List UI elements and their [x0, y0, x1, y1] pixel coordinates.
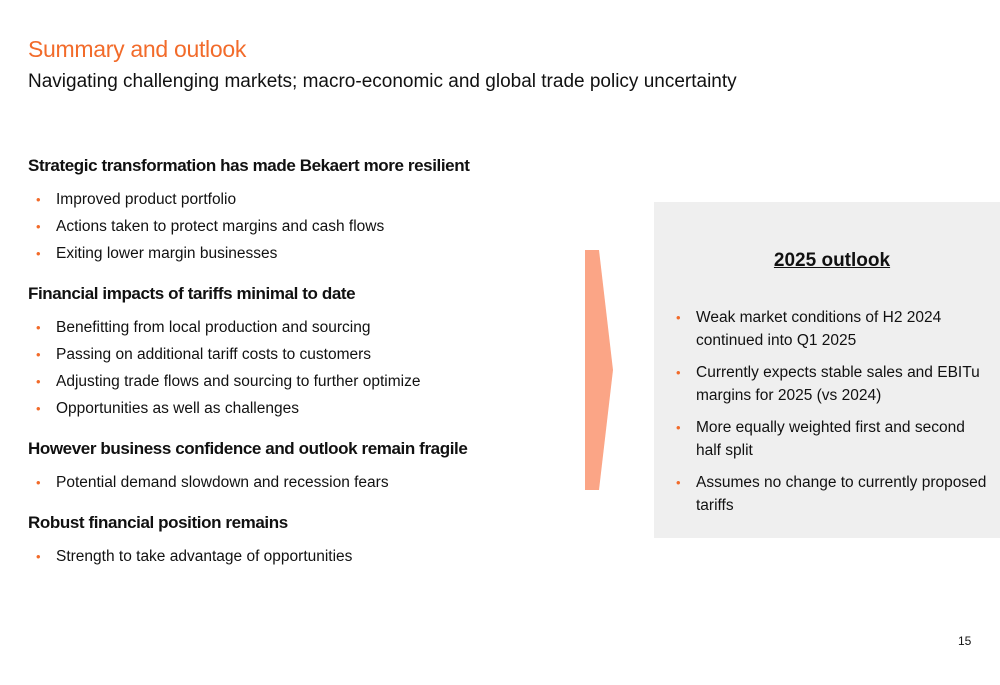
bullet-text: Opportunities as well as challenges: [56, 400, 299, 417]
bullet-text: Adjusting trade flows and sourcing to fu…: [56, 373, 421, 390]
section-heading: Strategic transformation has made Bekaer…: [28, 156, 470, 175]
outlook-bullet-text: Assumes no change to currently proposed …: [696, 474, 987, 514]
bullet-text: Improved product portfolio: [56, 191, 237, 208]
bullet-icon: •: [676, 475, 681, 490]
bullet-icon: •: [36, 347, 41, 362]
bullet-text: Strength to take advantage of opportunit…: [56, 548, 353, 565]
bullet-list: • Strength to take advantage of opportuni…: [28, 543, 588, 570]
bullet-item: • Adjusting trade flows and sourcing to f…: [28, 368, 588, 395]
bullet-item: • Opportunities as well as challenges: [28, 395, 588, 422]
page-title: Summary and outlook: [28, 36, 247, 62]
outlook-panel: 2025 outlook • Weak market conditions of …: [654, 202, 1000, 538]
outlook-title: 2025 outlook: [773, 250, 891, 271]
section-tariff-impacts: Financial impacts of tariffs minimal to …: [28, 283, 588, 422]
section-strategic-transformation: Strategic transformation has made Bekaer…: [28, 155, 588, 267]
bullet-list: • Benefitting from local production and s…: [28, 314, 588, 422]
bullet-item: • Exiting lower margin businesses: [28, 240, 588, 267]
section-business-confidence: However business confidence and outlook …: [28, 438, 588, 496]
outlook-bullet-item: • Assumes no change to currently proposed…: [668, 471, 993, 517]
section-heading: Robust financial position remains: [28, 513, 288, 532]
outlook-bullet-item: • More equally weighted first and second …: [668, 416, 993, 462]
bullet-icon: •: [36, 192, 41, 207]
bullet-icon: •: [36, 475, 41, 490]
bullet-item: • Strength to take advantage of opportuni…: [28, 543, 588, 570]
outlook-bullet-item: • Weak market conditions of H2 2024 conti…: [668, 306, 993, 352]
bullet-item: • Actions taken to protect margins and ca…: [28, 213, 588, 240]
section-financial-position: Robust financial position remains • Stren…: [28, 512, 588, 570]
chevron-arrow-shape: [585, 250, 613, 490]
bullet-icon: •: [676, 310, 681, 325]
bullet-text: Actions taken to protect margins and cas…: [56, 218, 385, 235]
bullet-icon: •: [36, 374, 41, 389]
outlook-bullet-list: • Weak market conditions of H2 2024 conti…: [668, 306, 993, 526]
bullet-icon: •: [36, 219, 41, 234]
bullet-item: • Potential demand slowdown and recession…: [28, 469, 588, 496]
page-number: 15: [958, 634, 972, 648]
bullet-icon: •: [36, 549, 41, 564]
bullet-icon: •: [36, 401, 41, 416]
bullet-item: • Benefitting from local production and s…: [28, 314, 588, 341]
bullet-icon: •: [36, 246, 41, 261]
section-heading: Financial impacts of tariffs minimal to …: [28, 284, 356, 303]
bullet-list: • Potential demand slowdown and recession…: [28, 469, 588, 496]
bullet-icon: •: [36, 320, 41, 335]
outlook-bullet-item: • Currently expects stable sales and EBIT…: [668, 361, 993, 407]
outlook-bullet-text: Weak market conditions of H2 2024 contin…: [696, 309, 942, 349]
outlook-bullet-text: Currently expects stable sales and EBITu…: [696, 364, 980, 404]
bullet-icon: •: [676, 420, 681, 435]
bullet-item: • Improved product portfolio: [28, 186, 588, 213]
bullet-icon: •: [676, 365, 681, 380]
bullet-text: Benefitting from local production and so…: [56, 319, 371, 336]
left-column: Strategic transformation has made Bekaer…: [28, 155, 588, 586]
bullet-text: Potential demand slowdown and recession …: [56, 474, 389, 491]
bullet-item: • Passing on additional tariff costs to c…: [28, 341, 588, 368]
bullet-text: Exiting lower margin businesses: [56, 245, 278, 262]
section-heading: However business confidence and outlook …: [28, 439, 468, 458]
outlook-bullet-text: More equally weighted first and second h…: [696, 419, 965, 459]
chevron-arrow-icon: [585, 250, 613, 490]
page-subtitle: Navigating challenging markets; macro-ec…: [28, 71, 737, 92]
bullet-text: Passing on additional tariff costs to cu…: [56, 346, 372, 363]
bullet-list: • Improved product portfolio • Actions tak…: [28, 186, 588, 267]
